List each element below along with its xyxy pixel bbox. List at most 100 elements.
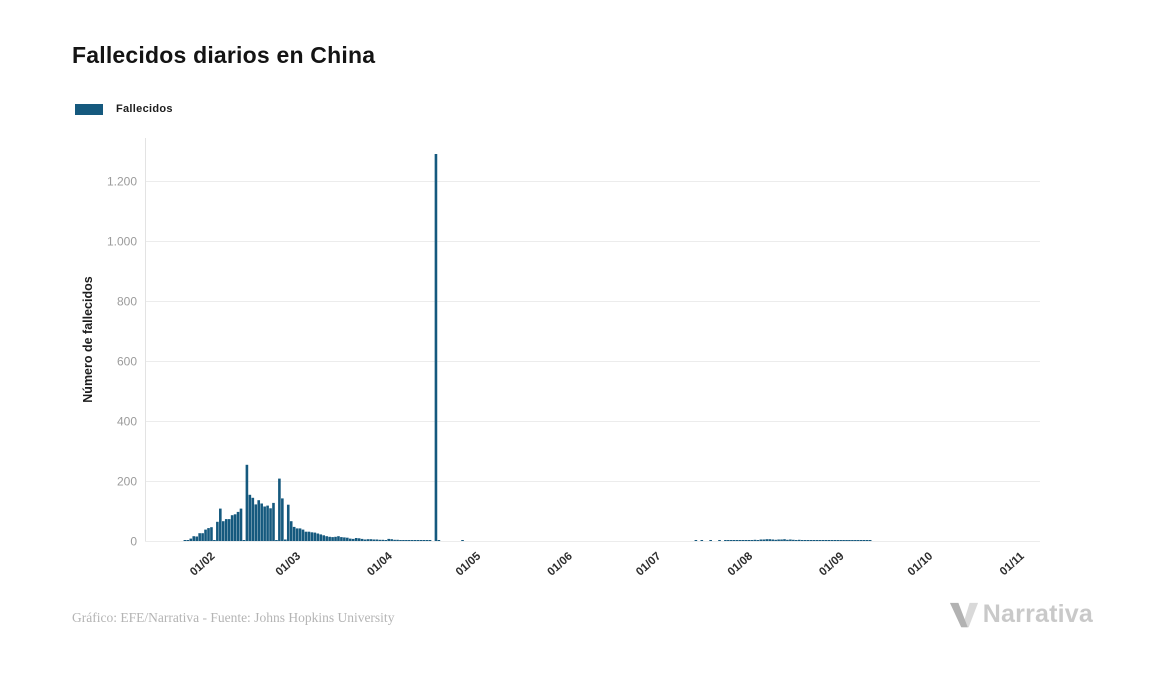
bar[interactable] [411,540,414,541]
bar[interactable] [372,539,376,542]
bar[interactable] [375,539,379,542]
bar[interactable] [795,540,798,541]
bar[interactable] [803,540,807,541]
bar[interactable] [384,540,388,541]
bar[interactable] [428,540,432,541]
bar[interactable] [396,539,399,541]
bar[interactable] [783,539,786,541]
bar[interactable] [786,539,789,541]
bar[interactable] [806,540,810,541]
bar[interactable] [230,515,234,541]
bar[interactable] [292,526,296,541]
bar[interactable] [378,539,382,541]
bar[interactable] [198,533,201,541]
bar[interactable] [765,539,769,541]
bar[interactable] [461,540,464,541]
bar[interactable] [405,540,408,541]
bar[interactable] [422,540,426,541]
bar[interactable] [248,494,252,541]
bar[interactable] [854,540,857,541]
bar[interactable] [316,533,320,542]
bar[interactable] [313,532,317,541]
bar[interactable] [286,504,290,541]
bar[interactable] [797,539,801,541]
bar[interactable] [289,521,293,541]
bar[interactable] [836,540,839,541]
bar[interactable] [304,531,308,541]
bar[interactable] [842,540,845,541]
bar[interactable] [821,540,825,541]
bar[interactable] [741,540,745,541]
bar[interactable] [827,540,831,541]
bar[interactable] [771,539,774,542]
bar[interactable] [325,536,328,541]
bar[interactable] [328,536,331,541]
bar[interactable] [437,540,441,541]
bar[interactable] [334,536,337,541]
bar[interactable] [402,540,405,541]
bar[interactable] [750,540,754,541]
bar[interactable] [800,540,804,541]
bar[interactable] [399,540,402,541]
bar[interactable] [724,540,727,541]
bar[interactable] [263,506,266,542]
bar[interactable] [357,538,361,541]
bar[interactable] [815,540,819,541]
bar[interactable] [865,540,869,541]
bar[interactable] [857,540,860,541]
bar[interactable] [221,521,225,541]
bar[interactable] [756,540,760,541]
bar[interactable] [818,540,822,541]
bar[interactable] [862,540,866,541]
bar[interactable] [387,538,390,541]
bar[interactable] [254,504,258,541]
bar[interactable] [425,540,429,541]
bar[interactable] [322,535,325,541]
bar[interactable] [348,538,352,541]
bar[interactable] [700,540,704,541]
bar[interactable] [204,529,207,541]
bar[interactable] [732,540,736,541]
bar[interactable] [233,514,237,541]
bar[interactable] [331,537,334,541]
bar[interactable] [260,503,263,542]
bar[interactable] [272,502,275,541]
bar[interactable] [201,533,204,541]
bar[interactable] [281,498,284,541]
bar[interactable] [216,521,219,541]
bar[interactable] [709,540,712,541]
bar[interactable] [192,536,196,541]
bar[interactable] [295,528,299,541]
bar[interactable] [207,528,210,541]
bar[interactable] [351,538,355,541]
bar[interactable] [735,540,739,541]
bar[interactable] [266,505,269,541]
bar[interactable] [366,539,370,541]
bar[interactable] [227,519,231,541]
bar[interactable] [236,511,240,541]
bar[interactable] [727,540,730,541]
bar[interactable] [848,540,851,541]
bar[interactable] [307,531,311,541]
bar[interactable] [868,540,872,541]
bar[interactable] [242,540,246,541]
bar[interactable] [381,539,385,541]
bar[interactable] [319,534,323,541]
bar[interactable] [301,529,305,541]
bar[interactable] [343,537,346,541]
bar[interactable] [777,539,780,542]
bar[interactable] [762,539,766,542]
bar[interactable] [393,539,396,541]
bar[interactable] [284,539,287,542]
bar[interactable] [833,540,837,541]
bar[interactable] [416,540,420,541]
bar[interactable] [434,154,438,541]
bar[interactable] [251,497,255,541]
bar[interactable] [224,519,228,541]
bar[interactable] [278,478,281,541]
bar[interactable] [245,464,249,541]
bar[interactable] [186,540,190,541]
bar[interactable] [738,540,742,541]
bar[interactable] [219,508,222,541]
bar[interactable] [812,540,816,541]
